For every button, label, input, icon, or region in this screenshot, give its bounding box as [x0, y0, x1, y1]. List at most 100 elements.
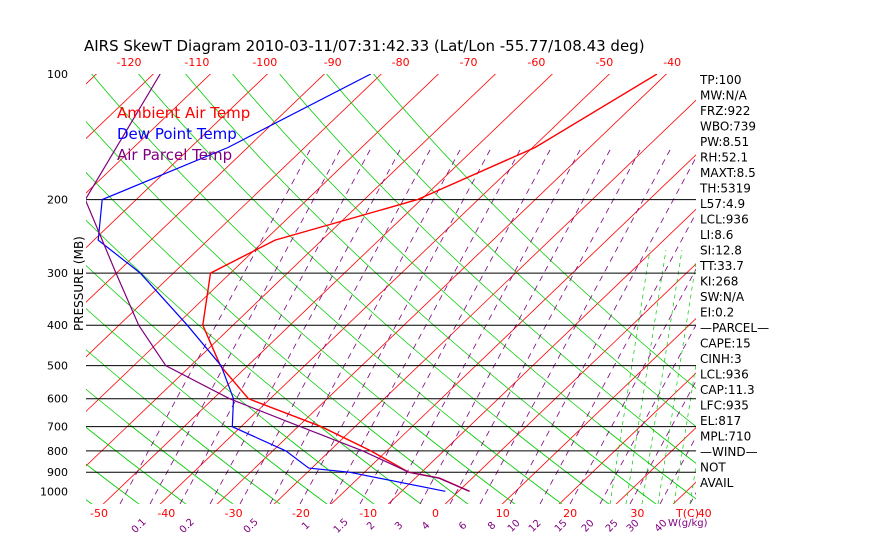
mixing-ratio-line — [629, 380, 696, 504]
index-label: LCL:936 — [700, 213, 749, 227]
moist-adiabat — [86, 426, 187, 504]
index-label: NOT — [700, 461, 726, 475]
index-label: PW:8.51 — [700, 135, 749, 149]
index-label: EI:0.2 — [700, 306, 734, 320]
index-label: LI:8.6 — [700, 228, 733, 242]
index-label: SW:N/A — [700, 290, 745, 304]
mixing-ratio-tick: 15 — [553, 518, 570, 535]
dry-adiabat — [387, 208, 696, 504]
y-axis-label: PRESSURE (MB) — [72, 236, 86, 331]
moist-adiabat — [86, 308, 328, 504]
mixing-ratio-line — [179, 149, 371, 504]
dry-adiabat — [0, 60, 54, 510]
index-label: —PARCEL— — [700, 321, 769, 335]
series-air-parcel-temp — [86, 74, 470, 492]
top-temp-tick: -60 — [527, 56, 545, 69]
bottom-temp-tick: -40 — [157, 507, 175, 520]
mixing-ratio-tick: 1.5 — [332, 517, 351, 536]
index-label: —WIND— — [700, 445, 758, 459]
moist-adiabat — [138, 74, 610, 504]
isotherm-helper — [673, 362, 696, 504]
background-lines — [0, 60, 870, 510]
dry-adiabat — [86, 74, 496, 467]
dry-adiabat — [86, 74, 382, 358]
isotherm-helper — [609, 249, 651, 504]
bottom-temp-tick: 0 — [432, 507, 439, 520]
top-temp-tick: -40 — [663, 56, 681, 69]
dry-adiabat — [273, 99, 696, 504]
isobars — [86, 199, 696, 473]
index-label: MW:N/A — [700, 89, 748, 103]
index-label: KI:268 — [700, 275, 738, 289]
index-label: TH:5319 — [699, 182, 751, 196]
index-label: FRZ:922 — [700, 104, 750, 118]
moist-adiabat — [86, 219, 422, 504]
index-label: CAPE:15 — [700, 337, 751, 351]
moist-adiabat — [86, 388, 234, 504]
mixing-ratio-line — [149, 149, 341, 504]
bottom-temp-tick: 30 — [630, 507, 644, 520]
isotherm-helper — [657, 260, 696, 504]
mixing-ratio-line — [329, 149, 521, 504]
top-temp-tick: -70 — [460, 56, 478, 69]
moist-adiabat — [185, 74, 657, 504]
mixing-ratio-tick: 0.5 — [242, 517, 261, 536]
legend-entry: Air Parcel Temp — [117, 146, 232, 164]
index-label: SI:12.8 — [700, 244, 742, 258]
moist-adiabat — [326, 74, 696, 428]
series-dew-point-temp — [97, 74, 446, 492]
pressure-tick-label: 600 — [47, 393, 68, 406]
index-label: EL:817 — [700, 414, 741, 428]
bottom-temp-tick: 10 — [496, 507, 510, 520]
index-label: LCL:936 — [700, 368, 749, 382]
dry-adiabat — [86, 74, 325, 303]
moist-adiabat — [86, 264, 375, 504]
top-temp-tick: -50 — [595, 56, 613, 69]
pressure-tick-label: 900 — [47, 466, 68, 479]
pressure-tick-label: 500 — [47, 360, 68, 373]
dry-adiabat — [838, 60, 870, 510]
dry-adiabat — [86, 74, 439, 412]
dry-adiabat — [444, 263, 696, 504]
bottom-temp-tick: -10 — [359, 507, 377, 520]
mixing-ratio-line — [269, 149, 461, 504]
moist-adiabat — [91, 74, 563, 504]
pressure-tick-label: 200 — [47, 194, 68, 207]
top-temp-tick: -80 — [392, 56, 410, 69]
dry-adiabat — [501, 317, 696, 504]
index-label: AVAIL — [700, 476, 734, 490]
pressure-tick-label: 400 — [47, 319, 68, 332]
moist-adiabat — [86, 121, 516, 504]
moist-adiabat — [232, 74, 696, 500]
mixing-ratio-line — [359, 149, 551, 504]
bottom-temp-tick: -50 — [90, 507, 108, 520]
legend-entry: Ambient Air Temp — [117, 104, 250, 122]
dry-adiabat — [558, 372, 696, 504]
moist-adiabat — [86, 349, 281, 504]
mixing-ratio-line — [509, 156, 696, 504]
index-label: CINH:3 — [700, 352, 742, 366]
top-temp-tick: -90 — [324, 56, 342, 69]
index-label: LFC:935 — [700, 399, 749, 413]
temp-unit-label: T(C) — [675, 507, 699, 520]
moist-adiabat — [0, 60, 6, 510]
index-label: MPL:710 — [700, 430, 751, 444]
bottom-temp-tick: -30 — [225, 507, 243, 520]
mixing-ratio-tick: 1 — [300, 520, 312, 532]
moist-adiabat — [86, 171, 469, 504]
moist-adiabat — [0, 60, 53, 510]
mixing-ratio-tick: 12 — [527, 518, 544, 535]
index-label: WBO:739 — [700, 120, 756, 134]
index-label: TP:100 — [699, 73, 742, 87]
bottom-temp-tick: 20 — [563, 507, 577, 520]
mixing-ratio-tick: 0.1 — [130, 517, 149, 536]
top-temp-tick: -110 — [184, 56, 209, 69]
bottom-temp-tick: 40 — [698, 507, 712, 520]
dry-adiabat — [781, 60, 870, 510]
mixing-ratio-line — [479, 149, 671, 504]
mixing-ratio-tick: 25 — [604, 518, 621, 535]
pressure-tick-label: 1000 — [40, 485, 68, 498]
profile-series — [86, 74, 658, 492]
